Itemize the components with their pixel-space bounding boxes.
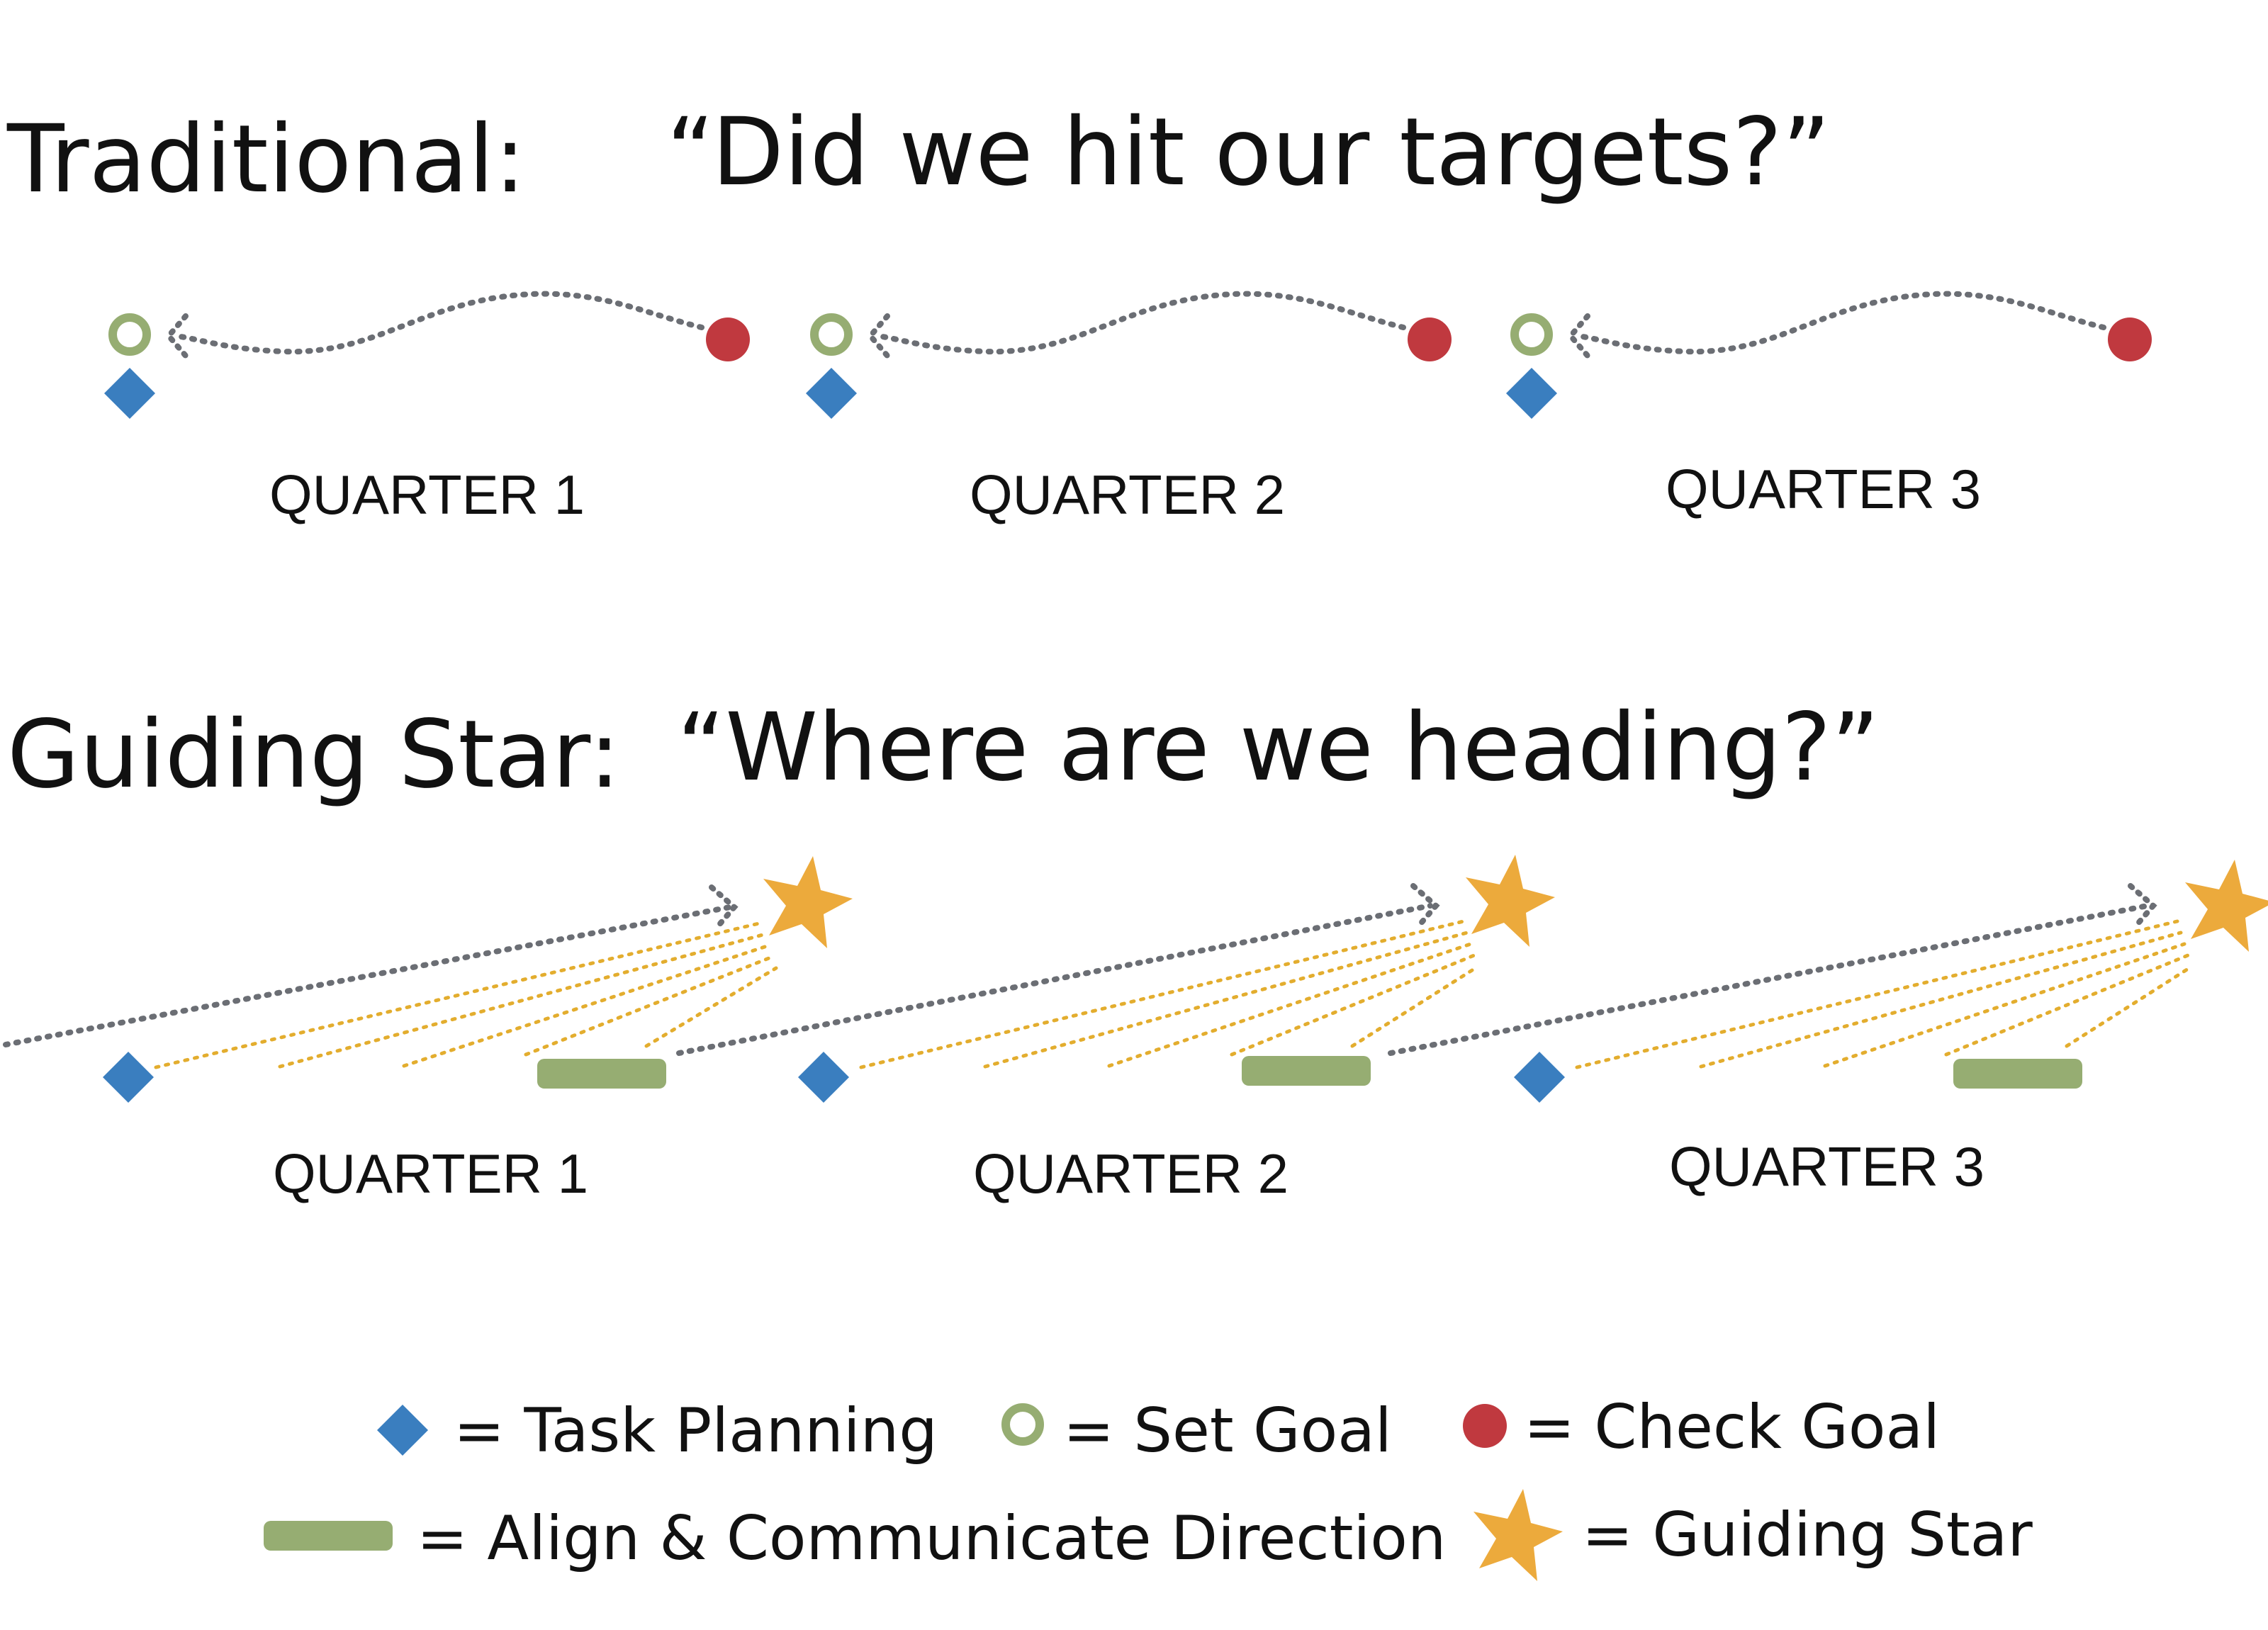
green-ring-icon: [814, 317, 848, 352]
arrowhead: [164, 313, 189, 359]
arrowhead: [1566, 313, 1590, 359]
dotted-path: [875, 291, 1406, 355]
dotted-path: [3, 904, 733, 1047]
dotted-path: [676, 903, 1433, 1056]
gold-star-icon: [1466, 855, 1555, 947]
blue-diamond-icon: [104, 368, 155, 419]
gold-star-icon: [1473, 1489, 1563, 1581]
legend-check-goal: = Check Goal: [1524, 1392, 1940, 1463]
traditional-title: Traditional:: [6, 105, 526, 214]
legend-set-goal: = Set Goal: [1063, 1395, 1392, 1466]
gold-star-icon: [763, 856, 853, 948]
red-dot-icon: [1408, 317, 1452, 361]
arrowhead: [709, 884, 739, 930]
quarter-label: QUARTER 1: [273, 1142, 588, 1205]
arrowhead: [1410, 883, 1440, 928]
guiding-star-quarter-3: QUARTER 3: [1388, 860, 2268, 1198]
legend: = Task Planning = Set Goal = Check Goal …: [264, 1392, 2033, 1581]
traditional-question: “Did we hit our targets?”: [666, 98, 1831, 207]
traditional-quarter-1: QUARTER 1: [104, 291, 750, 526]
blue-diamond-icon: [806, 368, 857, 419]
green-ring-icon: [113, 317, 147, 352]
quarter-label: QUARTER 2: [973, 1142, 1289, 1205]
guiding-star-quarter-2: QUARTER 2: [676, 855, 1555, 1205]
blue-diamond-icon: [798, 1052, 849, 1103]
blue-diamond-icon: [1514, 1052, 1565, 1103]
quarter-label: QUARTER 1: [269, 463, 585, 526]
star-rays: [859, 919, 1480, 1069]
green-ring-icon: [1006, 1407, 1040, 1441]
red-dot-icon: [2108, 317, 2152, 361]
red-dot-icon: [706, 317, 750, 361]
blue-diamond-icon: [1506, 368, 1557, 419]
arrowhead: [866, 313, 890, 359]
green-bar-icon: [1953, 1059, 2082, 1089]
traditional-quarter-3: QUARTER 3: [1506, 291, 2152, 520]
blue-diamond-icon: [377, 1405, 428, 1456]
arrowhead: [2128, 883, 2157, 928]
dotted-path: [1388, 903, 2150, 1056]
legend-task-planning: = Task Planning: [454, 1395, 938, 1466]
guiding-star-question: “Where are we heading?”: [677, 693, 1880, 802]
legend-guiding-star: = Guiding Star: [1582, 1500, 2033, 1570]
quarter-label: QUARTER 3: [1666, 458, 1981, 520]
guiding-star-title: Guiding Star:: [7, 700, 620, 809]
dotted-path: [173, 291, 704, 355]
traditional-quarter-2: QUARTER 2: [806, 291, 1452, 526]
green-ring-icon: [1515, 317, 1549, 352]
gold-star-icon: [2185, 860, 2268, 952]
guiding-star-quarter-1: QUARTER 1: [3, 856, 853, 1205]
green-bar-icon: [264, 1521, 393, 1551]
green-bar-icon: [1242, 1056, 1371, 1086]
star-rays: [154, 921, 778, 1069]
red-dot-icon: [1463, 1404, 1507, 1448]
legend-align: = Align & Communicate Direction: [417, 1503, 1446, 1574]
quarter-label: QUARTER 2: [970, 463, 1285, 526]
blue-diamond-icon: [103, 1052, 154, 1103]
green-bar-icon: [537, 1059, 666, 1089]
star-rays: [1575, 919, 2194, 1069]
dotted-path: [1575, 291, 2106, 355]
quarter-label: QUARTER 3: [1669, 1135, 1984, 1198]
